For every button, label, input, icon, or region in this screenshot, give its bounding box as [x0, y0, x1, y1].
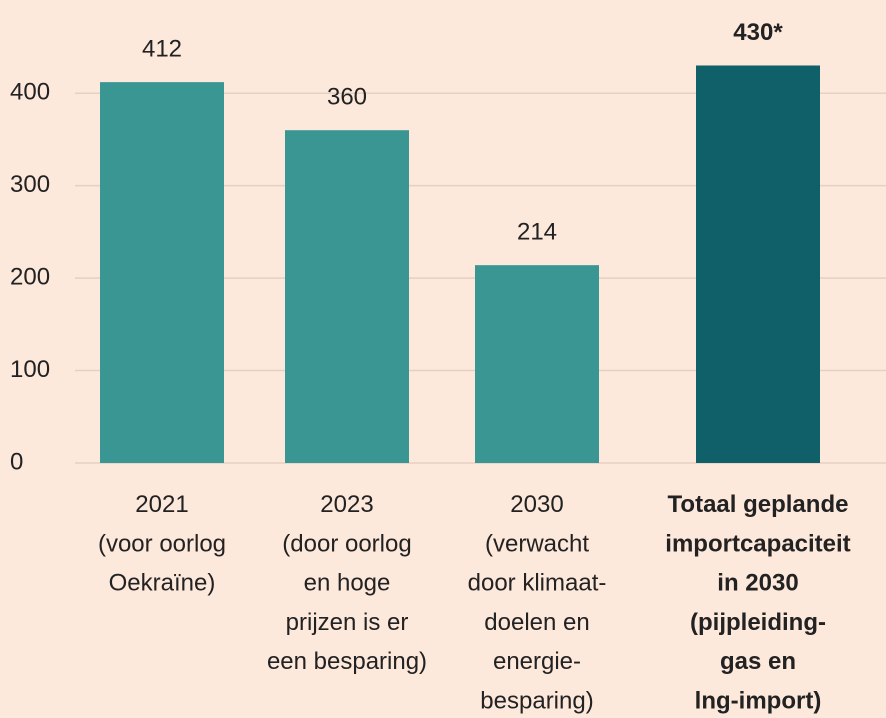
x-tick-label-line: (pijpleiding-: [690, 609, 826, 636]
x-tick-label-line: (verwacht: [485, 531, 589, 558]
bar: [696, 65, 820, 463]
y-tick-label: 200: [10, 263, 50, 290]
x-tick-label-line: Oekraïne): [109, 570, 216, 597]
x-tick-label-line: (door oorlog: [282, 531, 411, 558]
x-tick-label-line: (voor oorlog: [98, 531, 226, 558]
x-tick-label-line: 2023: [320, 491, 373, 518]
x-tick-label-line: besparing): [480, 688, 593, 715]
x-tick-label-line: prijzen is er: [286, 609, 409, 636]
x-tick-label: Totaal geplande importcapaciteit in 2030 (p…: [665, 491, 850, 715]
y-tick-label: 400: [10, 79, 50, 106]
x-tick-label-line: in 2030: [717, 570, 798, 597]
bar: [100, 82, 224, 463]
value-label: 430*: [733, 19, 783, 46]
x-tick-label: 2021 (voor oorlog Oekraïne): [98, 491, 226, 597]
value-label: 412: [142, 35, 182, 62]
bar: [475, 265, 599, 463]
x-tick-label-line: Totaal geplande: [668, 491, 849, 518]
value-label: 214: [517, 219, 557, 246]
x-tick-label: 2023 (door oorlog en hoge prijzen is er een …: [267, 491, 427, 675]
x-tick-label-line: 2030: [510, 491, 563, 518]
x-tick-label-line: en hoge: [304, 570, 391, 597]
x-tick-label-line: 2021: [135, 491, 188, 518]
x-tick-label-line: een besparing): [267, 649, 427, 676]
x-tick-label: 2030 (verwacht door klimaat-doelen en energ…: [468, 491, 607, 715]
x-tick-label-line: lng-import): [695, 688, 822, 715]
y-tick-label: 300: [10, 171, 50, 198]
y-tick-label: 100: [10, 356, 50, 383]
y-tick-label: 0: [10, 448, 23, 475]
bar: [285, 130, 409, 463]
x-tick-label-line: gas en: [720, 649, 796, 676]
x-tick-label-line: door klimaat-: [468, 570, 607, 597]
x-tick-label-line: importcapaciteit: [665, 531, 850, 558]
value-label: 360: [327, 84, 367, 111]
x-tick-label-line: doelen en: [484, 609, 589, 636]
x-tick-label-line: energie-: [493, 649, 581, 676]
